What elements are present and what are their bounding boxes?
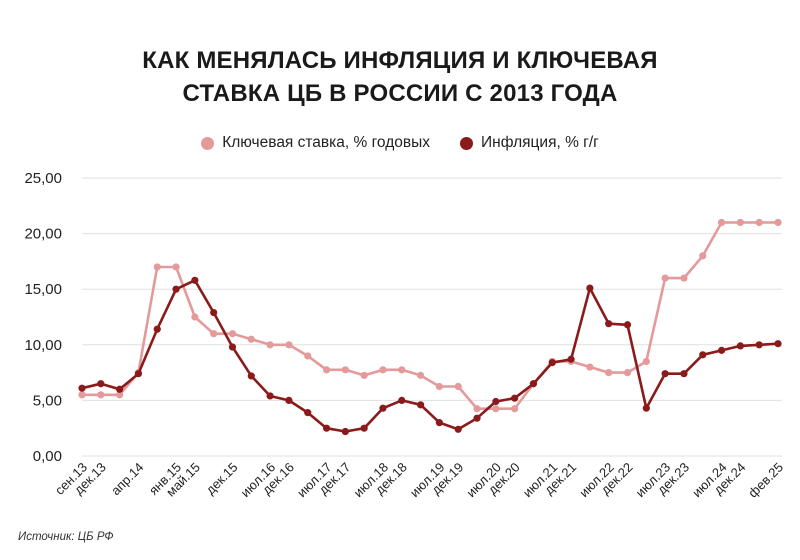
legend-label-inflation: Инфляция, % г/г: [481, 134, 599, 151]
inflation-point: [473, 414, 481, 422]
key-rate-point: [153, 263, 161, 271]
key-rate-point: [228, 330, 237, 338]
key-rate-line: [80, 221, 780, 411]
y-tick-label: 10,00: [24, 337, 62, 354]
key-rate-point: [266, 341, 274, 349]
chart-title: КАК МЕНЯЛАСЬ ИНФЛЯЦИЯ И КЛЮЧЕВАЯ СТАВКА …: [0, 44, 800, 110]
key-rate-point: [172, 263, 180, 271]
inflation-point: [266, 392, 274, 400]
key-rate-point: [191, 313, 199, 321]
key-rate-point: [473, 405, 481, 413]
inflation-point: [78, 384, 86, 392]
inflation-point: [586, 284, 594, 292]
source-note: Источник: ЦБ РФ: [18, 531, 114, 543]
inflation-point: [717, 346, 726, 354]
inflation-line: [80, 278, 780, 433]
inflation-point: [379, 404, 387, 412]
key-rate-point: [78, 391, 86, 399]
y-tick-label: 15,00: [24, 281, 62, 298]
key-rate-point: [661, 274, 669, 282]
inflation-point: [661, 370, 669, 378]
legend-marker-key-rate: [201, 136, 215, 150]
inflation-point: [529, 380, 538, 388]
key-rate-point: [341, 366, 349, 374]
inflation-point: [322, 424, 331, 432]
key-rate-point: [322, 366, 331, 374]
legend-label-key-rate: Ключевая ставка, % годовых: [222, 134, 430, 151]
key-rate-point: [774, 218, 782, 227]
legend-item-inflation: Инфляция, % г/г: [460, 134, 599, 152]
x-tick-label: дек.15: [203, 460, 241, 498]
legend: Ключевая ставка, % годовых Инфляция, % г…: [0, 134, 800, 152]
key-rate-point: [360, 371, 368, 379]
inflation-point: [97, 380, 105, 388]
key-rate-point: [492, 405, 500, 413]
inflation-point: [736, 342, 744, 350]
inflation-point: [623, 321, 632, 329]
legend-marker-inflation: [460, 136, 473, 150]
inflation-point: [153, 325, 161, 333]
key-rate-point: [717, 218, 726, 227]
inflation-point: [210, 308, 218, 317]
x-tick-label: апр.14: [108, 460, 147, 499]
y-tick-label: 0,00: [33, 448, 62, 465]
inflation-point: [680, 370, 688, 378]
inflation-point: [511, 394, 519, 402]
key-rate-point: [379, 366, 387, 374]
key-rate-point: [511, 405, 519, 413]
key-rate-point: [97, 391, 105, 399]
key-rate-point: [210, 330, 218, 338]
inflation-point: [398, 396, 406, 404]
y-tick-label: 5,00: [33, 392, 62, 409]
key-rate-point: [304, 352, 312, 360]
key-rate-point: [247, 335, 255, 343]
key-rate-point: [605, 369, 613, 377]
inflation-point: [435, 419, 444, 427]
inflation-point: [416, 401, 425, 409]
key-rate-point: [398, 366, 406, 374]
inflation-point: [605, 320, 613, 328]
inflation-point: [360, 424, 368, 432]
key-rate-point: [116, 391, 124, 399]
key-rate-point: [285, 341, 293, 349]
key-rate-point: [680, 274, 688, 282]
x-tick-label: фев.25: [745, 460, 786, 501]
inflation-point: [774, 340, 782, 348]
key-rate-point: [623, 369, 632, 377]
inflation-point: [567, 355, 575, 363]
key-rate-point: [755, 218, 763, 227]
title-line-1: КАК МЕНЯЛАСЬ ИНФЛЯЦИЯ И КЛЮЧЕВАЯ: [142, 47, 658, 74]
key-rate-point: [586, 363, 594, 371]
inflation-point: [247, 372, 255, 380]
inflation-point: [642, 404, 650, 412]
inflation-point: [699, 351, 707, 359]
legend-item-key-rate: Ключевая ставка, % годовых: [201, 134, 430, 152]
inflation-point: [454, 425, 462, 433]
key-rate-point: [642, 357, 650, 366]
title-line-2: СТАВКА ЦБ В РОССИИ С 2013 ГОДА: [182, 80, 618, 107]
key-rate-point: [416, 371, 425, 379]
inflation-point: [191, 276, 199, 284]
inflation-point: [341, 427, 349, 436]
key-rate-point: [699, 252, 707, 260]
inflation-point: [548, 358, 556, 367]
y-tick-label: 20,00: [24, 226, 62, 243]
inflation-point: [492, 397, 500, 406]
inflation-point: [285, 396, 293, 404]
inflation-point: [304, 409, 312, 417]
key-rate-point: [736, 218, 744, 227]
inflation-point: [116, 385, 124, 393]
y-tick-label: 25,00: [24, 170, 62, 187]
inflation-point: [134, 370, 143, 378]
key-rate-point: [435, 382, 444, 391]
inflation-point: [228, 343, 237, 351]
key-rate-point: [454, 382, 462, 391]
inflation-point: [755, 341, 763, 349]
inflation-point: [172, 285, 180, 293]
